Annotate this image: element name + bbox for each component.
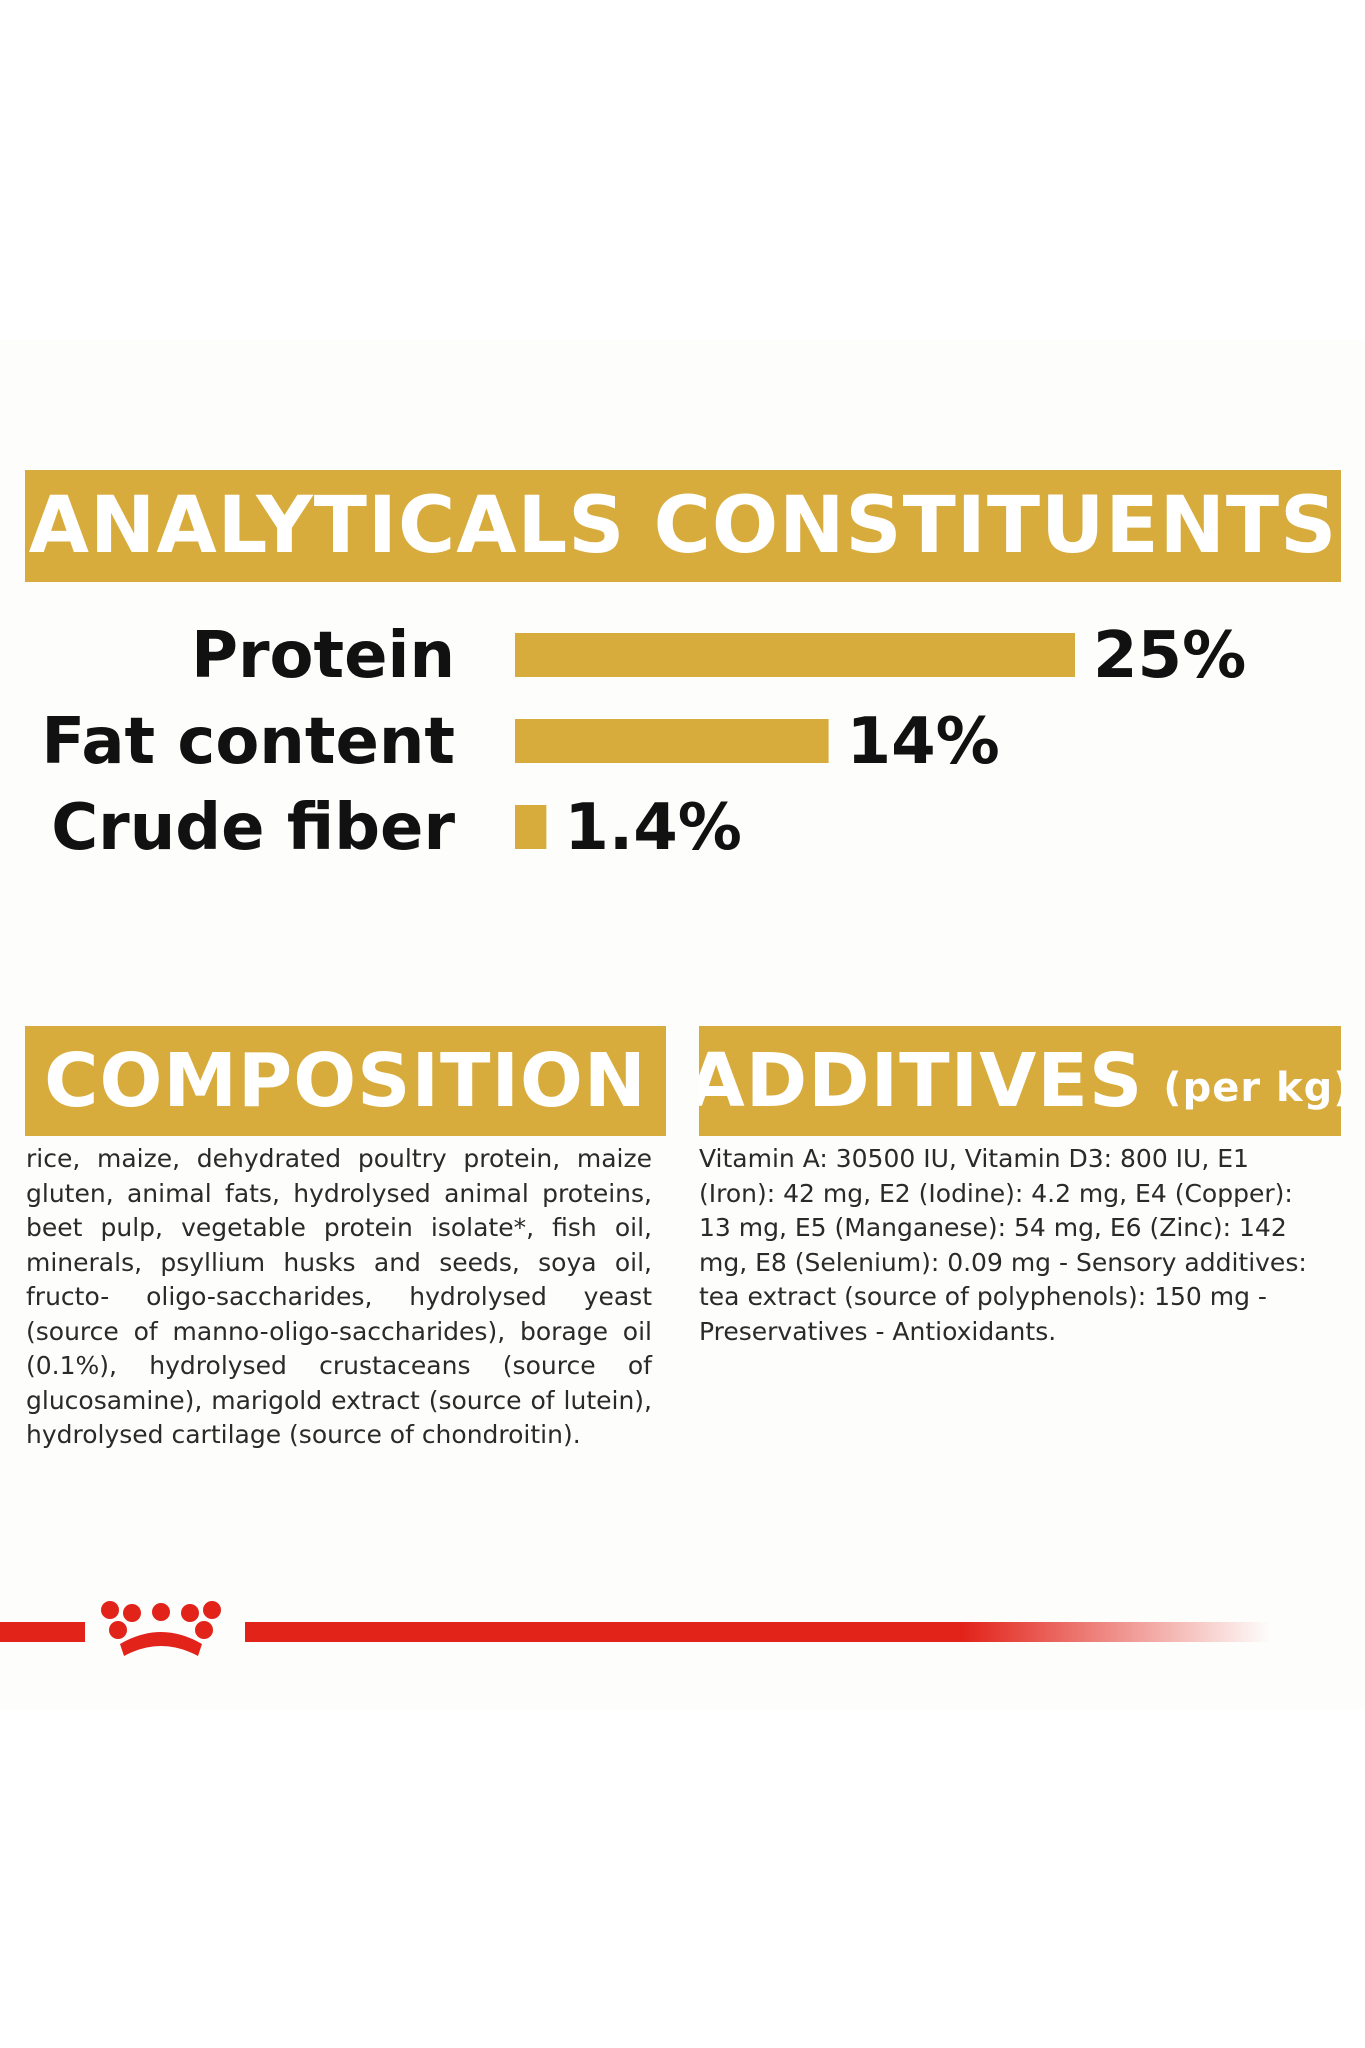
composition-title: COMPOSITION [44,1038,647,1124]
additives-title: ADDITIVES [699,1038,1144,1124]
category-label: Crude fiber [51,791,455,865]
footer-red-line-right [245,1622,1270,1642]
footer-brand-strip [0,1601,1270,1656]
value-label: 25% [1093,619,1246,693]
category-label: Protein [191,619,455,693]
additives-heading: ADDITIVES (per kg) [699,1026,1341,1136]
bar [515,719,829,763]
footer-red-line-left [0,1622,85,1642]
bar [515,633,1075,677]
analytical-bar-chart: Protein 25% Fat content 14% Crude fiber 1.4% [41,619,1246,865]
composition-text: rice, maize, dehydrated poultry protein,… [26,1144,652,1449]
additives-unit-label: (per kg) [1163,1065,1341,1111]
additives-text: Vitamin A: 30500 IU, Vitamin D3: 800 IU,… [699,1144,1307,1346]
bar [515,805,547,849]
analytical-constituents-title: ANALYTICALS CONSTITUENTS [28,481,1338,571]
composition-heading: COMPOSITION [25,1026,666,1136]
crown-logo-icon [101,1601,221,1656]
analytical-constituents-heading: ANALYTICALS CONSTITUENTS [25,470,1341,582]
value-label: 14% [847,705,1000,779]
value-label: 1.4% [564,791,742,865]
category-label: Fat content [41,705,455,779]
